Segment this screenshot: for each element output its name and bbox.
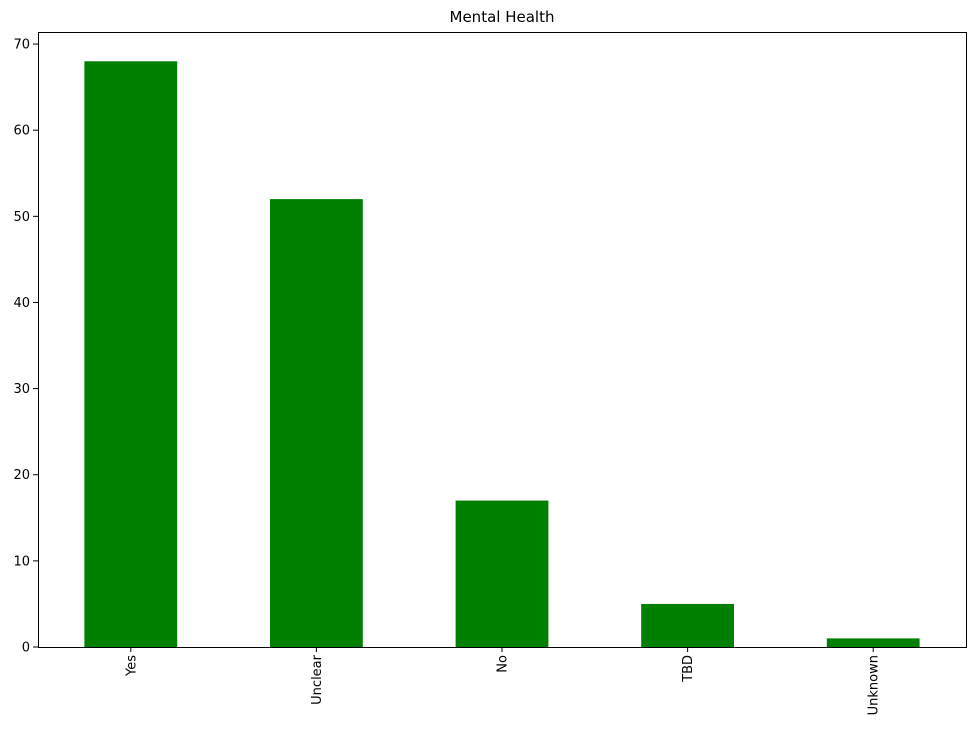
plot-frame <box>38 32 967 648</box>
bar-yes <box>84 61 178 648</box>
x-tick-label: TBD <box>681 655 696 683</box>
x-axis: Yes Unclear No TBD Unknown <box>124 647 882 715</box>
x-tick-label: Unclear <box>310 654 325 704</box>
x-tick-label: Unknown <box>867 655 882 715</box>
y-axis: 0 10 20 30 40 50 60 70 <box>13 38 38 656</box>
x-tick-label: No <box>496 655 511 673</box>
y-tick-label: 20 <box>13 468 30 483</box>
chart-title: Mental Health <box>450 8 555 26</box>
y-tick-label: 60 <box>13 124 30 139</box>
bar-no <box>455 500 549 647</box>
y-tick-label: 50 <box>13 210 30 225</box>
bar-unknown <box>826 638 920 647</box>
bar-unclear <box>270 199 363 648</box>
y-tick-label: 0 <box>22 641 30 656</box>
y-tick-label: 30 <box>13 382 30 397</box>
bars-group <box>84 61 920 648</box>
y-tick-label: 70 <box>13 38 30 53</box>
bar-tbd <box>641 603 734 647</box>
y-tick-label: 40 <box>13 296 30 311</box>
x-tick-label: Yes <box>124 655 139 677</box>
y-tick-label: 10 <box>13 554 30 569</box>
